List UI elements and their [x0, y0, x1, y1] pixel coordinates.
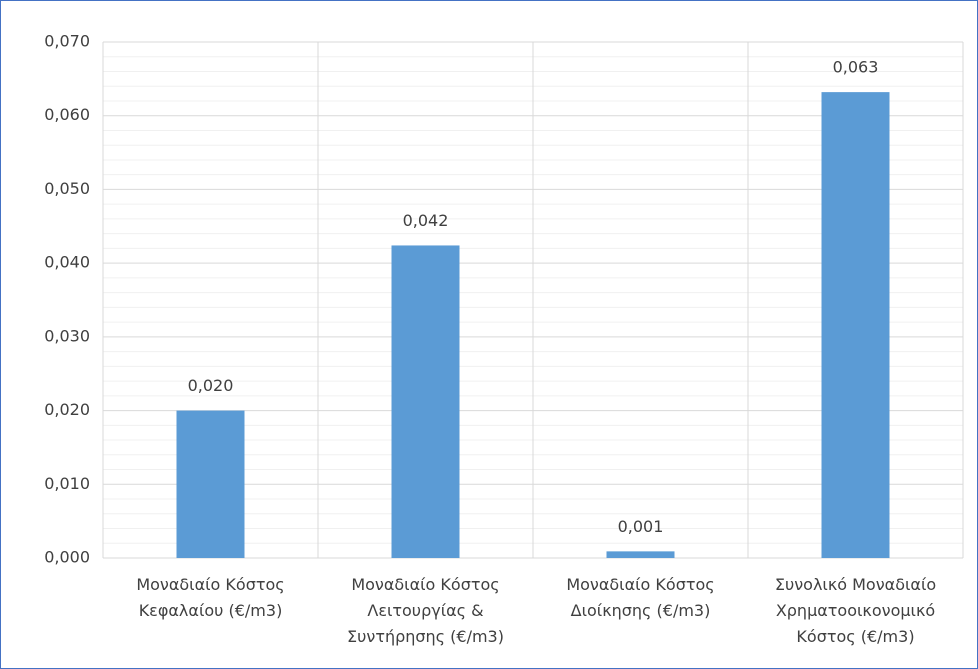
- bar: [606, 551, 675, 558]
- data-label: 0,001: [618, 517, 664, 536]
- y-tick-label: 0,060: [44, 105, 90, 124]
- bar: [821, 92, 890, 558]
- x-tick-label: Μοναδιαίο Κόστος Κεφαλαίου (€/m3): [136, 575, 285, 620]
- y-tick-label: 0,030: [44, 326, 90, 345]
- y-tick-label: 0,040: [44, 253, 90, 272]
- bar: [176, 410, 245, 558]
- bar: [391, 245, 460, 559]
- y-tick-label: 0,010: [44, 474, 90, 493]
- y-tick-label: 0,070: [44, 32, 90, 51]
- x-tick-label: Μοναδιαίο Κόστος Λειτουργίας & Συντήρηση…: [347, 575, 504, 646]
- y-tick-label: 0,050: [44, 179, 90, 198]
- y-tick-label: 0,020: [44, 400, 90, 419]
- data-label: 0,042: [403, 211, 449, 230]
- data-label: 0,020: [188, 376, 234, 395]
- data-label: 0,063: [833, 58, 879, 77]
- x-tick-label: Συνολικό Μοναδιαίο Χρηματοοικονομικό Κόσ…: [774, 575, 937, 646]
- x-tick-label: Μοναδιαίο Κόστος Διοίκησης (€/m3): [566, 575, 715, 620]
- y-tick-label: 0,000: [44, 548, 90, 567]
